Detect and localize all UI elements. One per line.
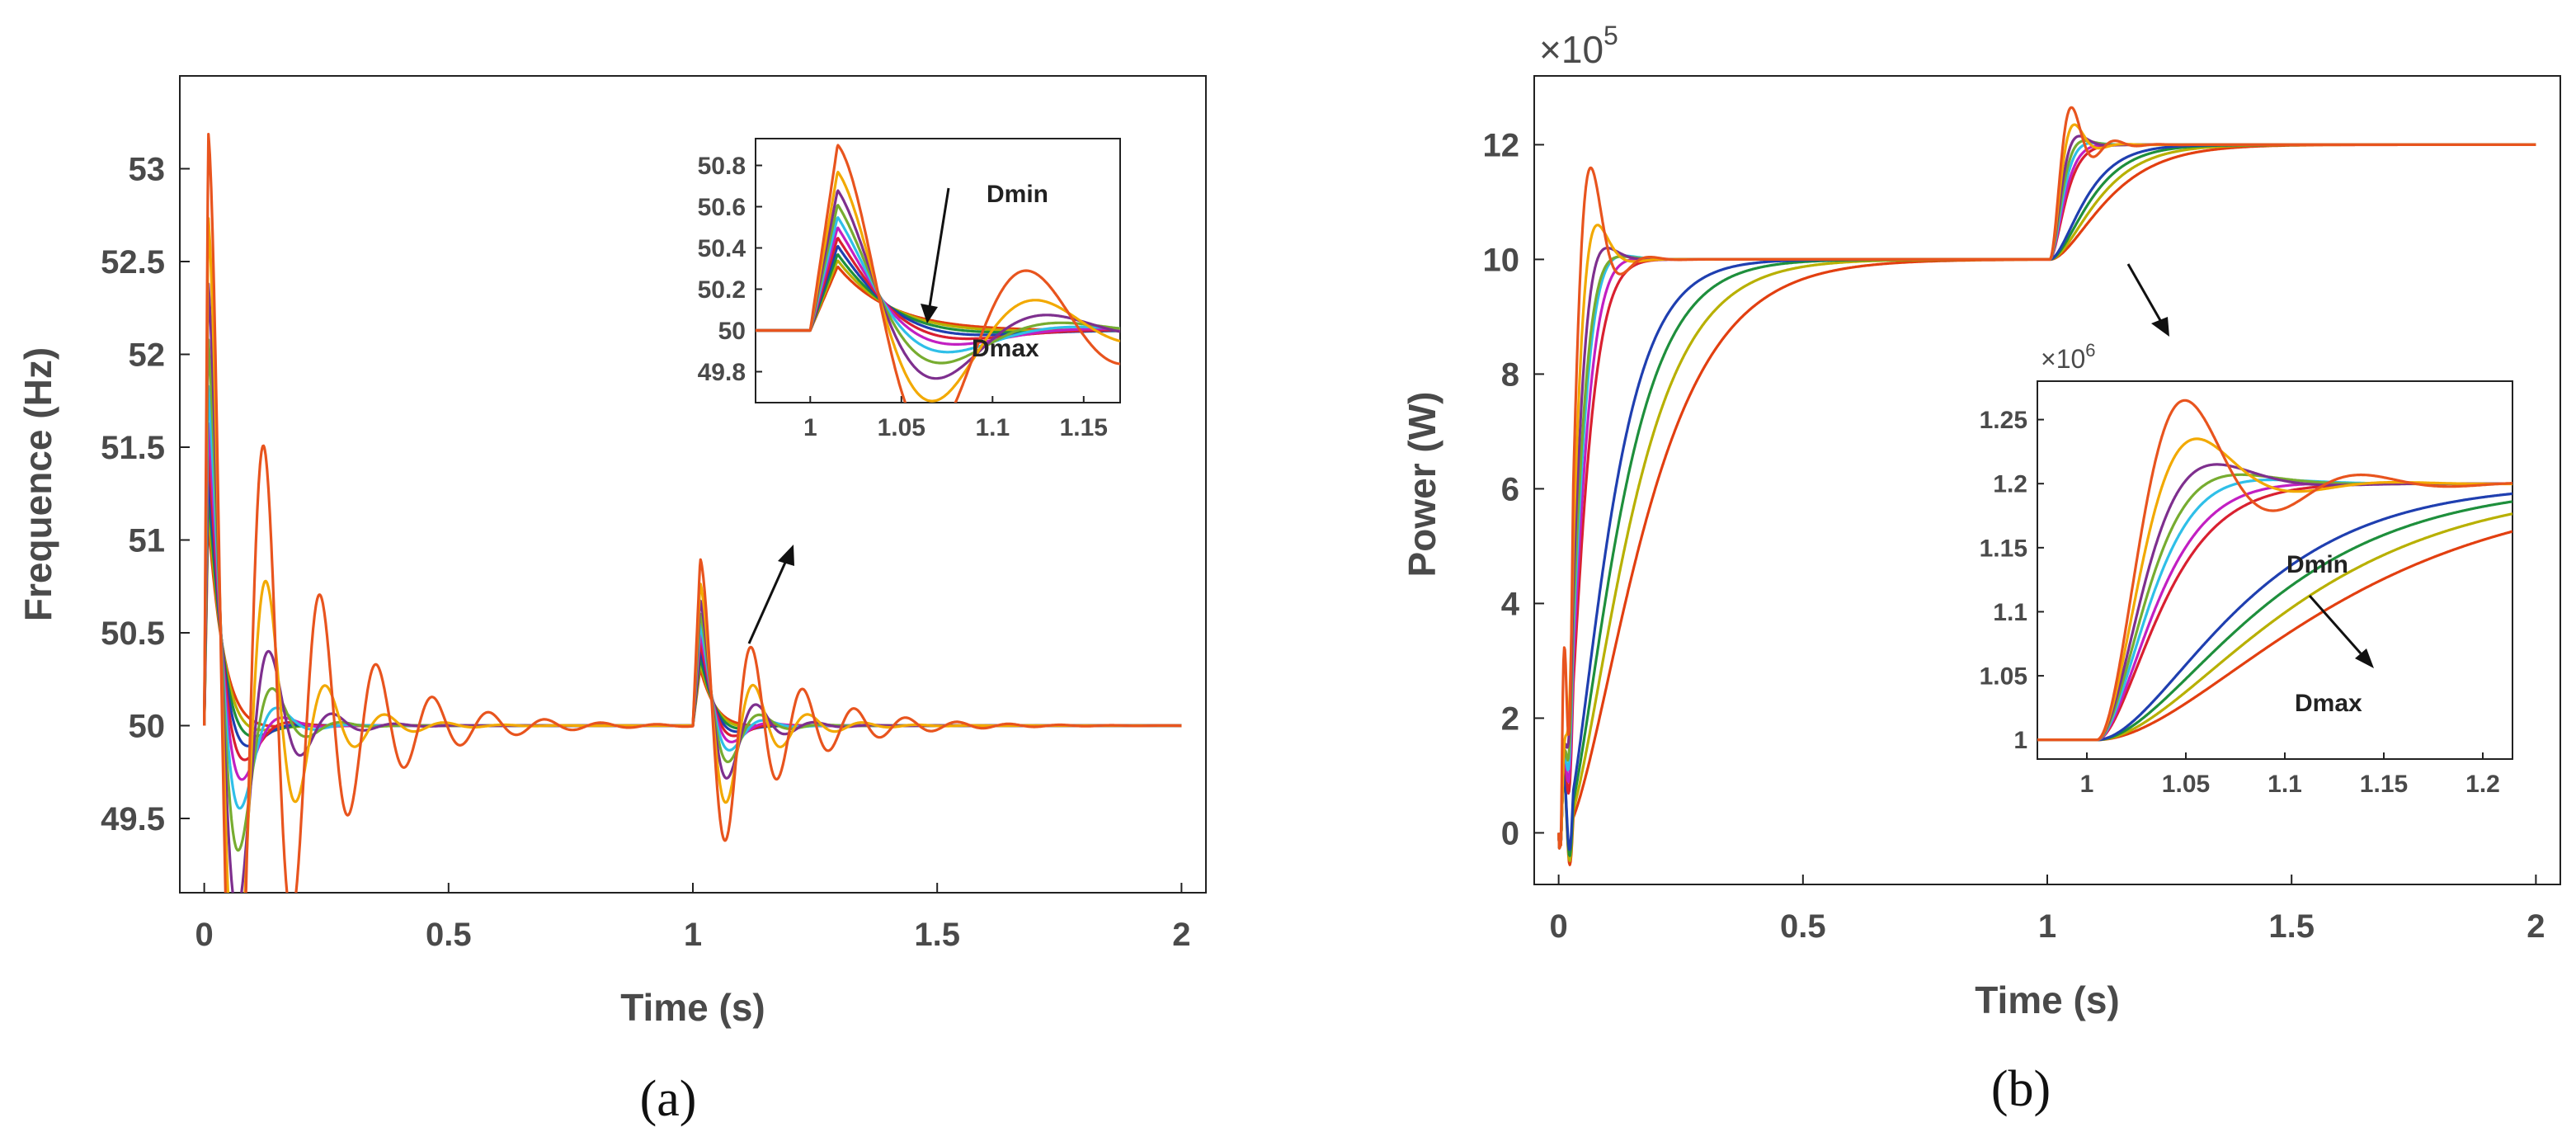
inset-exponent-power-b: 6 (2085, 340, 2095, 361)
x-tick-label: 0.5 (1780, 908, 1826, 945)
x-tick-label: 1.2 (2465, 771, 2500, 798)
panel-label-a: (a) (640, 1071, 697, 1127)
x-tick-label: 1.05 (2162, 771, 2210, 798)
x-tick-label: 1.1 (975, 414, 1010, 441)
y-axis-label-a: Frequence (Hz) (16, 347, 59, 621)
series-line-2 (2037, 437, 2512, 742)
y-tick-label: 53 (129, 152, 166, 188)
y-tick-label: 1 (2013, 727, 2027, 754)
y-tick-label: 8 (1501, 356, 1519, 393)
panel-label-b: (b) (1991, 1061, 2051, 1117)
arrow-to-inset-a (747, 556, 789, 644)
inset-x-ticks-b: 1 1.05 1.1 1.15 1.2 (2080, 752, 2500, 798)
series-line-1 (1557, 106, 2537, 850)
dmax-label-a: Dmax (972, 335, 1039, 362)
panel-label-b-text: (b) (1991, 1061, 2051, 1117)
y-tick-label: 50.5 (101, 615, 165, 652)
x-tick-label: 1 (2080, 771, 2094, 798)
x-ticks-a: 0 0.5 1 1.5 2 (195, 883, 1191, 953)
y-tick-label: 50.4 (698, 235, 746, 262)
inset-arrow-head-b (2355, 648, 2374, 668)
x-tick-label: 1.05 (878, 414, 925, 441)
x-tick-label: 0 (195, 917, 213, 953)
series-line-1 (203, 133, 1183, 893)
x-ticks-b: 0 0.5 1 1.5 2 (1549, 875, 2545, 945)
y-exponent-b: ×105 (1539, 21, 1618, 71)
x-tick-label: 1.15 (1060, 414, 1108, 441)
y-tick-label: 50 (129, 709, 166, 745)
inset-a: 1 1.05 1.1 1.15 49.8 50 50.2 50.4 50.6 50.8 Dmin… (698, 138, 1121, 441)
x-tick-label: 1.1 (2268, 771, 2302, 798)
series-line-1 (2037, 399, 2512, 742)
y-tick-label: 0 (1501, 815, 1519, 851)
x-tick-label: 1.5 (914, 917, 960, 953)
inset-arrow-a (928, 187, 950, 308)
y-tick-label: 4 (1501, 586, 1520, 622)
dmin-label-b: Dmin (2286, 551, 2348, 578)
x-tick-label: 2 (1172, 917, 1190, 953)
inset-plot-area-a (755, 138, 1121, 403)
series-lines-a (203, 133, 1183, 893)
panel-label-a-text: (a) (640, 1071, 697, 1127)
x-tick-label: 0 (1549, 908, 1567, 945)
arrow-to-inset-b (2126, 263, 2163, 323)
y-tick-label: 1.25 (1980, 407, 2027, 434)
x-tick-label: 1 (803, 414, 817, 441)
y-tick-label: 10 (1483, 242, 1520, 278)
inset-series-lines-b (2037, 399, 2512, 742)
y-exponent-power-b: 5 (1604, 21, 1618, 50)
y-tick-label: 51.5 (101, 430, 165, 466)
y-tick-label: 1.1 (1993, 599, 2027, 626)
y-exponent-base-b: ×10 (1539, 28, 1604, 71)
x-tick-label: 1.5 (2268, 908, 2315, 945)
inset-series-lines-a (756, 144, 1120, 403)
y-ticks-a: 49.5 50 50.5 51 51.5 52 52.5 53 (101, 152, 190, 837)
dmax-label-b: Dmax (2295, 690, 2362, 717)
inset-arrow-b (2308, 595, 2362, 654)
arrow-head-a (778, 545, 794, 566)
y-tick-label: 50 (718, 318, 746, 345)
y-tick-label: 52 (129, 337, 166, 374)
inset-arrow-head-a (921, 304, 938, 323)
y-tick-label: 50.8 (698, 153, 746, 180)
inset-b: 1 1.05 1.1 1.15 1.2 1 1.05 1.1 1.15 1.2 1.25 ×106… (1980, 340, 2513, 798)
y-tick-label: 2 (1501, 700, 1519, 737)
panel-a: 0 0.5 1 1.5 2 49.5 50 50.5 51 51.5 52 52.5 53 Time … (16, 75, 1207, 1127)
inset-x-ticks-a: 1 1.05 1.1 1.15 (803, 396, 1108, 441)
panel-b: 0 0.5 1 1.5 2 0 2 4 6 8 10 12 Time (s) Power (W) ×… (1401, 21, 2561, 1117)
y-tick-label: 49.5 (101, 801, 165, 837)
y-tick-label: 49.8 (698, 359, 746, 386)
series-lines-b (1557, 106, 2537, 866)
y-tick-label: 1.15 (1980, 535, 2027, 562)
inset-y-ticks-a: 49.8 50 50.2 50.4 50.6 50.8 (698, 153, 762, 386)
y-tick-label: 52.5 (101, 244, 165, 281)
inset-exponent-base-b: ×10 (2041, 344, 2085, 374)
series-line-8 (2037, 492, 2512, 742)
dmin-label-a: Dmin (987, 181, 1048, 208)
x-tick-label: 2 (2527, 908, 2545, 945)
y-ticks-b: 0 2 4 6 8 10 12 (1483, 127, 1544, 851)
y-tick-label: 50.2 (698, 276, 746, 304)
x-axis-label-a: Time (s) (620, 986, 765, 1029)
arrow-head-b (2151, 317, 2169, 337)
x-tick-label: 0.5 (426, 917, 472, 953)
x-axis-label-b: Time (s) (1975, 979, 2120, 1021)
y-tick-label: 51 (129, 523, 166, 559)
y-tick-label: 6 (1501, 471, 1519, 507)
y-tick-label: 50.6 (698, 194, 746, 221)
inset-y-ticks-b: 1 1.05 1.1 1.15 1.2 1.25 (1980, 407, 2044, 754)
x-tick-label: 1 (2038, 908, 2056, 945)
x-tick-label: 1.15 (2360, 771, 2408, 798)
y-tick-label: 12 (1483, 127, 1520, 163)
x-tick-label: 1 (684, 917, 702, 953)
inset-exponent-b: ×106 (2041, 340, 2096, 374)
y-axis-label-b: Power (W) (1401, 392, 1443, 578)
y-tick-label: 1.05 (1980, 663, 2027, 691)
inset-plot-area-b (2037, 380, 2513, 760)
series-line-1 (756, 144, 1120, 403)
y-tick-label: 1.2 (1993, 471, 2027, 498)
